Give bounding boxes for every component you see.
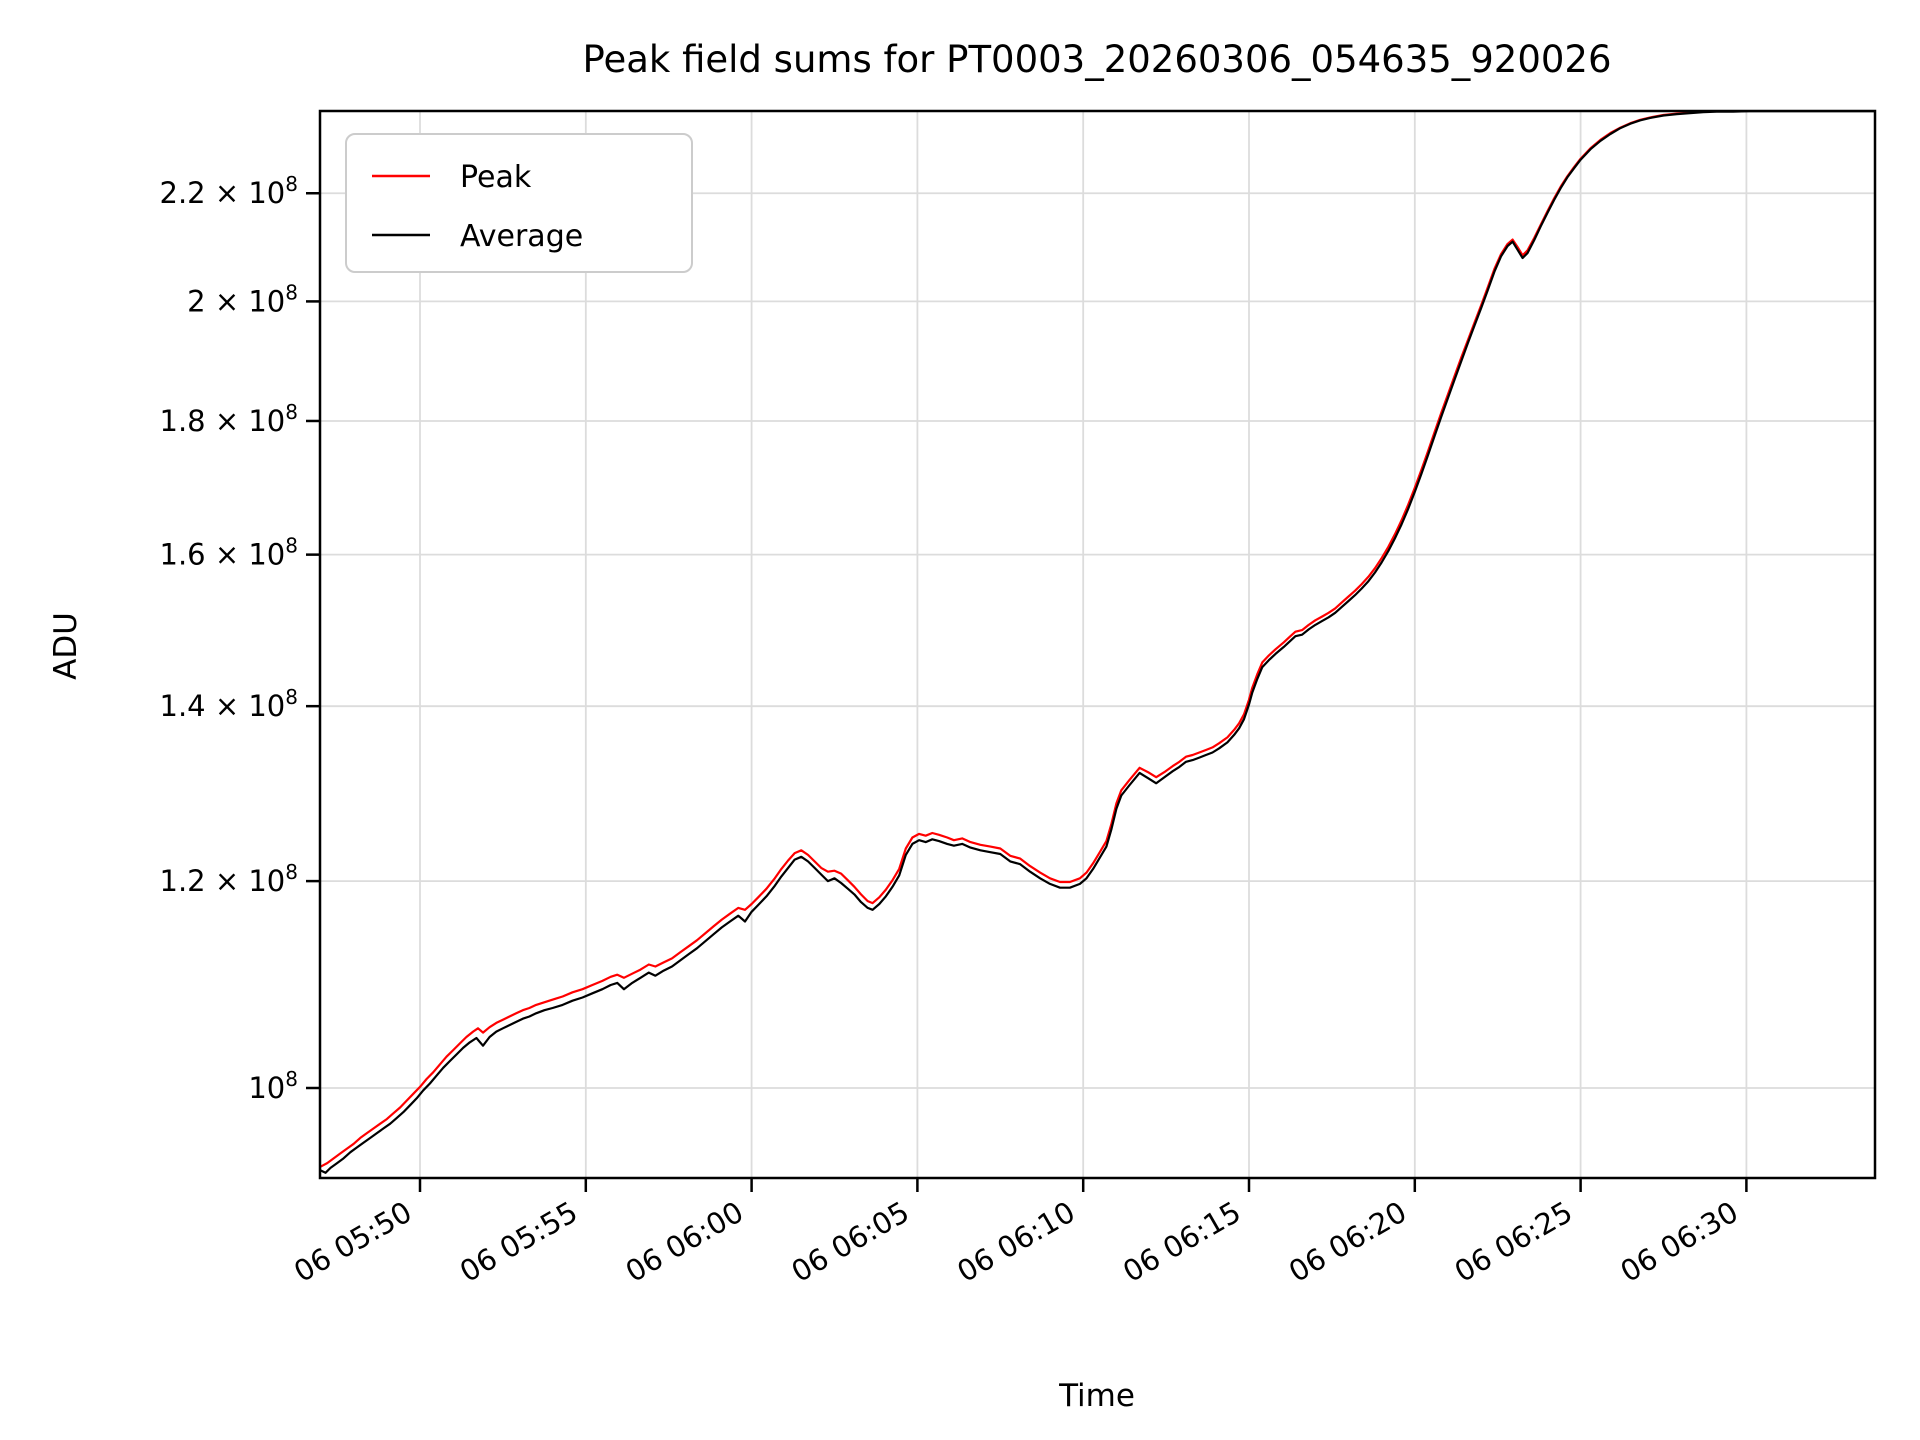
gridlines bbox=[320, 111, 1875, 1178]
tick-labels: 06 05:50 06 05:55 06 06:00 06 06:05 06 06:10… bbox=[160, 172, 1744, 1289]
series-line-peak bbox=[320, 111, 1875, 1168]
chart-title: Peak field sums for PT0003_20260306_0546… bbox=[582, 38, 1611, 81]
tick-marks bbox=[306, 191, 1748, 1192]
x-axis-label: Time bbox=[1058, 1378, 1135, 1414]
x-tick-label: 06 06:20 bbox=[1283, 1195, 1412, 1289]
y-tick-label: 1.2 × 108 bbox=[160, 860, 299, 898]
y-tick-label: 1.8 × 108 bbox=[160, 400, 299, 438]
legend: Peak Average bbox=[345, 133, 693, 273]
legend-box bbox=[345, 133, 693, 273]
x-tick-label: 06 06:05 bbox=[786, 1195, 915, 1289]
x-tick-label: 06 06:00 bbox=[620, 1195, 749, 1289]
legend-label-average: Average bbox=[460, 219, 583, 254]
x-tick-label: 06 06:15 bbox=[1117, 1195, 1246, 1289]
x-tick-label: 06 06:25 bbox=[1449, 1195, 1578, 1289]
x-tick-label: 06 06:30 bbox=[1615, 1195, 1744, 1289]
x-tick-label: 06 06:10 bbox=[951, 1195, 1080, 1289]
series-line-average bbox=[320, 111, 1875, 1174]
legend-label-peak: Peak bbox=[460, 160, 532, 195]
x-tick-label: 06 05:55 bbox=[454, 1195, 583, 1289]
y-tick-label: 1.4 × 108 bbox=[160, 685, 299, 723]
y-tick-label: 2 × 108 bbox=[187, 280, 298, 318]
y-tick-label: 108 bbox=[248, 1067, 298, 1105]
plot-frame bbox=[318, 109, 1877, 1180]
x-tick-label: 06 05:50 bbox=[288, 1195, 417, 1289]
data-series-layer bbox=[320, 111, 1875, 1174]
y-axis-label: ADU bbox=[48, 612, 84, 680]
y-tick-label: 1.6 × 108 bbox=[160, 534, 299, 572]
y-tick-label: 2.2 × 108 bbox=[160, 172, 299, 210]
